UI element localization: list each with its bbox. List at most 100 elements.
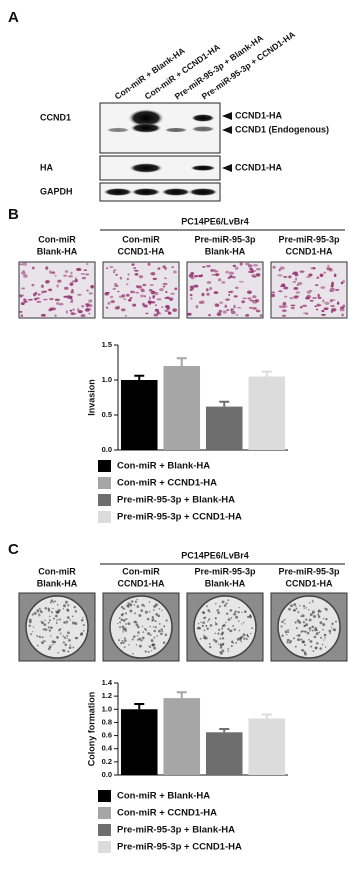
colony bbox=[134, 612, 136, 615]
cell bbox=[164, 309, 169, 313]
cell bbox=[246, 290, 252, 295]
cell bbox=[278, 290, 283, 293]
cell bbox=[105, 306, 109, 309]
colony bbox=[131, 638, 134, 641]
colony bbox=[133, 635, 136, 639]
colony bbox=[67, 650, 70, 653]
legend-swatch bbox=[98, 477, 111, 489]
colony bbox=[208, 642, 211, 645]
cell bbox=[168, 297, 174, 301]
cell bbox=[245, 313, 250, 317]
colony bbox=[303, 652, 307, 656]
colony bbox=[203, 635, 206, 638]
legend-label: Con-miR + CCND1-HA bbox=[117, 808, 217, 819]
colony bbox=[69, 644, 72, 646]
cell bbox=[227, 276, 231, 280]
colony bbox=[311, 629, 314, 632]
colony bbox=[44, 628, 48, 632]
colony bbox=[250, 632, 252, 635]
column-label: Blank-HA bbox=[205, 578, 246, 588]
colony bbox=[154, 626, 157, 629]
cell bbox=[88, 312, 91, 315]
legend-swatch bbox=[98, 824, 111, 836]
cell bbox=[252, 307, 257, 310]
colony bbox=[63, 636, 67, 639]
colony bbox=[38, 613, 40, 615]
colony bbox=[44, 640, 47, 643]
cell bbox=[230, 310, 236, 315]
colony bbox=[227, 650, 229, 652]
cell bbox=[27, 298, 33, 301]
cell bbox=[145, 312, 149, 315]
colony bbox=[157, 614, 161, 618]
colony bbox=[324, 607, 326, 610]
cell bbox=[202, 266, 206, 268]
cell bbox=[314, 284, 319, 286]
cell bbox=[65, 310, 68, 314]
cell bbox=[77, 293, 82, 296]
colony bbox=[242, 633, 246, 637]
colony bbox=[196, 627, 199, 630]
colony bbox=[313, 635, 317, 639]
colony bbox=[151, 616, 155, 619]
cell bbox=[341, 313, 344, 317]
colony bbox=[209, 624, 213, 627]
colony bbox=[52, 617, 55, 620]
colony bbox=[135, 644, 138, 646]
colony bbox=[121, 618, 123, 621]
cell bbox=[171, 266, 175, 269]
cell bbox=[63, 295, 68, 298]
colony bbox=[126, 604, 128, 607]
colony bbox=[284, 623, 286, 625]
colony bbox=[136, 598, 139, 601]
colony bbox=[38, 635, 41, 638]
cell bbox=[228, 293, 231, 296]
colony bbox=[227, 627, 230, 631]
colony bbox=[141, 625, 144, 627]
colony bbox=[140, 639, 143, 642]
colony bbox=[221, 625, 224, 628]
colony bbox=[76, 637, 79, 640]
colony bbox=[318, 616, 320, 618]
cell bbox=[23, 300, 28, 304]
colony bbox=[153, 629, 156, 633]
cell bbox=[69, 301, 74, 304]
cell bbox=[162, 265, 166, 269]
cell bbox=[190, 286, 195, 291]
colony bbox=[28, 624, 31, 628]
cell bbox=[342, 280, 345, 283]
cell bbox=[68, 275, 73, 278]
cell bbox=[138, 275, 144, 279]
colony bbox=[130, 600, 134, 603]
colony bbox=[144, 627, 147, 630]
cell bbox=[226, 309, 229, 312]
cell bbox=[69, 282, 74, 286]
colony bbox=[202, 621, 206, 624]
cell bbox=[208, 314, 211, 317]
column-label: Pre-miR-95-3p bbox=[278, 234, 340, 244]
colony bbox=[141, 636, 145, 640]
colony bbox=[67, 631, 70, 635]
colony bbox=[305, 623, 309, 627]
colony bbox=[82, 623, 85, 627]
cell bbox=[31, 266, 35, 270]
colony bbox=[66, 637, 68, 639]
cell bbox=[271, 291, 275, 294]
cell bbox=[252, 295, 257, 299]
legend-label: Pre-miR-95-3p + CCND1-HA bbox=[117, 512, 242, 523]
cell bbox=[109, 266, 114, 268]
colony bbox=[121, 639, 124, 642]
cell bbox=[90, 285, 94, 289]
colony bbox=[66, 616, 70, 620]
cell bbox=[66, 295, 72, 299]
colony bbox=[333, 628, 337, 632]
colony bbox=[165, 619, 168, 622]
colony bbox=[82, 616, 84, 619]
colony bbox=[127, 622, 131, 626]
colony bbox=[309, 613, 313, 617]
column-label: Blank-HA bbox=[37, 246, 78, 256]
colony bbox=[311, 599, 314, 602]
colony bbox=[305, 607, 308, 609]
colony bbox=[59, 632, 62, 635]
cell bbox=[294, 295, 299, 298]
